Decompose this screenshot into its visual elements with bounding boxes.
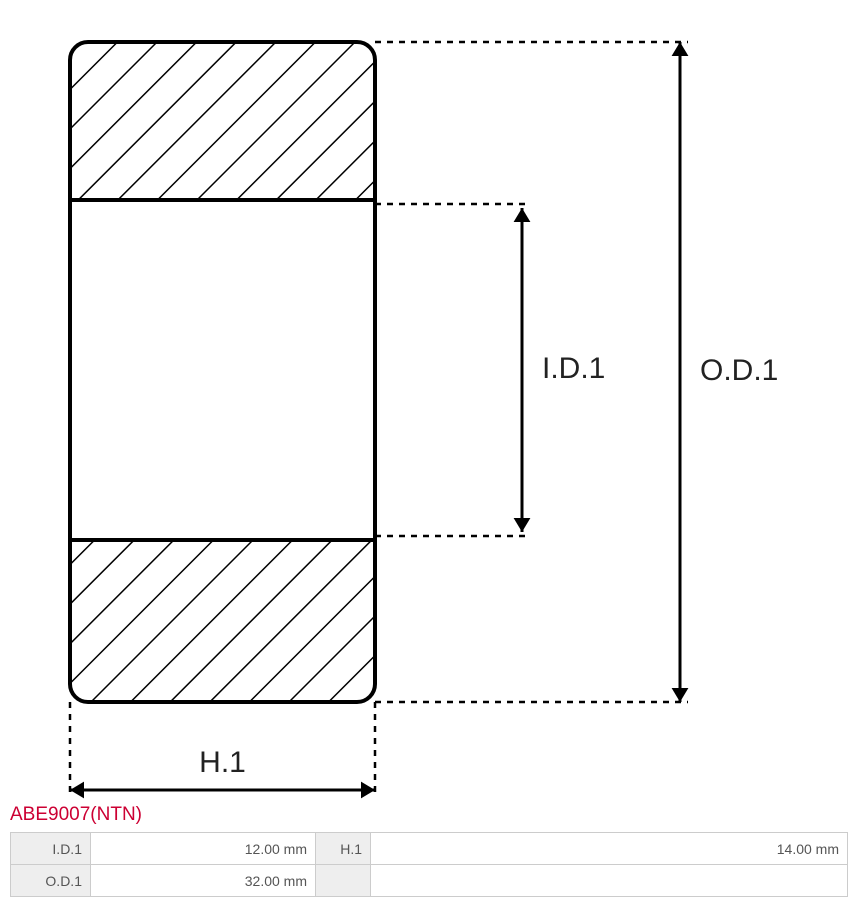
bearing-cross-section-diagram: O.D.1 I.D.1 H.1 xyxy=(0,0,848,800)
table-row: O.D.132.00 mm xyxy=(11,865,848,897)
svg-text:I.D.1: I.D.1 xyxy=(542,352,605,385)
dim-label: I.D.1 xyxy=(11,833,91,865)
svg-text:O.D.1: O.D.1 xyxy=(700,354,778,387)
dim-label: O.D.1 xyxy=(11,865,91,897)
dim-label: H.1 xyxy=(316,833,371,865)
dim-value: 32.00 mm xyxy=(91,865,316,897)
dim-label xyxy=(316,865,371,897)
dim-value xyxy=(371,865,848,897)
table-row: I.D.112.00 mmH.114.00 mm xyxy=(11,833,848,865)
dim-value: 14.00 mm xyxy=(371,833,848,865)
part-number-title: ABE9007(NTN) xyxy=(0,800,848,832)
dimensions-table: I.D.112.00 mmH.114.00 mmO.D.132.00 mm xyxy=(10,832,848,897)
dim-value: 12.00 mm xyxy=(91,833,316,865)
svg-text:H.1: H.1 xyxy=(199,746,246,779)
